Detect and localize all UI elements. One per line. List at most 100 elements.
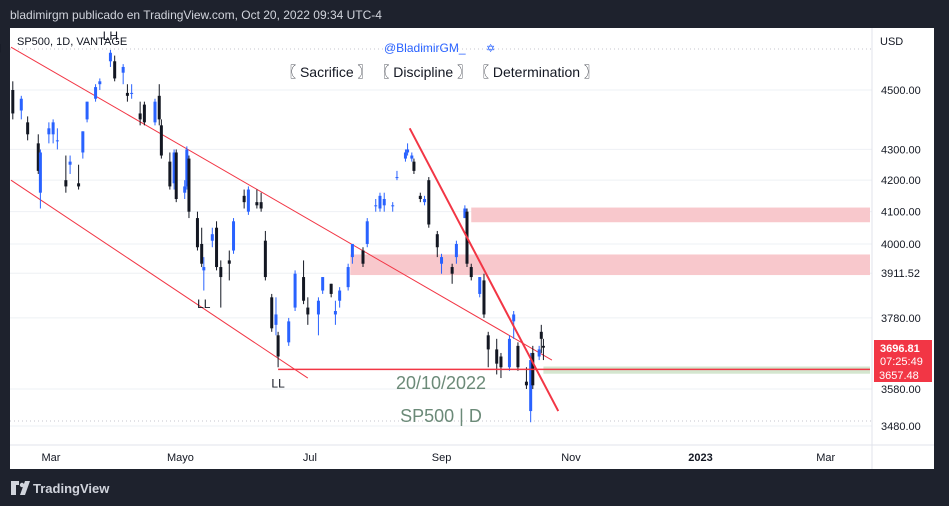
- candle-body: [274, 314, 278, 325]
- candle-body: [499, 356, 503, 368]
- candle-body: [423, 198, 427, 203]
- tradingview-logo-icon[interactable]: [11, 481, 30, 495]
- candle-body: [68, 161, 72, 165]
- time-tick-label: Nov: [561, 452, 581, 464]
- tradingview-brand[interactable]: TradingView: [33, 481, 110, 496]
- time-axis[interactable]: Mar Mayo Jul Sep Nov 2023 Mar: [42, 452, 836, 464]
- price-axis[interactable]: 4500.00 4300.00 4200.00 4100.00 4000.00 3911.…: [881, 85, 921, 433]
- candle-body: [246, 189, 250, 212]
- price-tick-label: 3780.00: [881, 313, 921, 325]
- candle-body: [159, 125, 163, 156]
- price-tick-label: 3480.00: [881, 421, 921, 433]
- candle-body: [215, 227, 219, 268]
- candle-body: [403, 152, 407, 159]
- candle-body: [55, 140, 59, 142]
- candle-body: [202, 267, 206, 271]
- publish-info: bladimirgm publicado en TradingView.com,…: [10, 8, 382, 22]
- candle-body: [512, 314, 516, 322]
- candle-body: [121, 66, 125, 73]
- candle-body: [427, 180, 431, 225]
- channel-lower-line: [10, 179, 309, 379]
- price-tick-label: 3911.52: [881, 268, 920, 280]
- candle-body: [270, 297, 274, 329]
- bar-countdown: 07:25:49: [880, 356, 923, 368]
- candle-body: [378, 195, 382, 209]
- candle-body: [316, 300, 320, 315]
- candle-body: [507, 338, 511, 368]
- candle-body: [227, 260, 231, 264]
- candle-body: [142, 104, 146, 123]
- candle-body: [450, 267, 454, 274]
- candle-body: [11, 90, 15, 114]
- candle-body: [406, 149, 410, 153]
- candle-body: [255, 202, 259, 206]
- publish-header: bladimirgm publicado en TradingView.com,…: [0, 0, 949, 28]
- candle-body: [26, 122, 30, 135]
- candle-body: [200, 243, 204, 264]
- price-tick-label: 4500.00: [881, 85, 921, 97]
- candle-body: [524, 381, 528, 386]
- candle-body: [276, 335, 280, 357]
- symbol-watermark: SP500 | D: [400, 406, 482, 426]
- candle-body: [306, 307, 310, 315]
- candle-body: [174, 152, 178, 199]
- candle-body: [329, 283, 333, 294]
- candle-body: [346, 267, 350, 288]
- candle-body: [365, 221, 369, 244]
- candle-body: [391, 205, 395, 207]
- candle-body: [516, 345, 520, 368]
- time-tick-label: Sep: [432, 452, 452, 464]
- hidden-price-badge: [874, 369, 932, 382]
- author-tag: @BladimirGM_: [384, 41, 466, 55]
- candle-body: [529, 360, 533, 412]
- time-tick-label: Mar: [42, 452, 61, 464]
- currency-label: USD: [880, 36, 903, 48]
- swing-label: LH: [0, 42, 1, 56]
- candle-body: [440, 257, 444, 264]
- candle-body: [64, 180, 68, 187]
- candle-body: [495, 349, 499, 364]
- candle-body: [219, 267, 223, 278]
- candle-body: [537, 349, 541, 357]
- candle-body: [153, 101, 157, 123]
- candle-body: [418, 195, 422, 199]
- candle-body: [38, 152, 42, 193]
- price-tick-label: 3580.00: [881, 384, 921, 396]
- candle-body: [232, 221, 236, 251]
- trend-channel: [10, 46, 553, 379]
- candle-body: [94, 87, 98, 99]
- candle-body: [138, 113, 142, 120]
- candle-body: [361, 250, 365, 264]
- candle-body: [187, 158, 191, 212]
- candle-body: [486, 335, 490, 350]
- candle-body: [539, 331, 543, 339]
- candle-body: [81, 131, 85, 153]
- price-tick-label: 4000.00: [881, 239, 921, 251]
- candle-body: [168, 161, 172, 187]
- candle-body: [374, 205, 378, 207]
- candle-body: [263, 240, 267, 278]
- candle-body: [410, 155, 414, 159]
- candle-body: [338, 290, 342, 301]
- candle-body: [172, 152, 176, 184]
- candle-body: [412, 161, 416, 171]
- candle-body: [36, 143, 40, 171]
- trendline-drawings: [278, 127, 870, 412]
- candle-body: [395, 177, 399, 179]
- candle-body: [350, 243, 354, 258]
- author-star-icon: ✡: [486, 43, 495, 55]
- time-tick-label: 2023: [688, 452, 712, 464]
- last-price-badge: [874, 340, 932, 370]
- candle-body: [195, 218, 199, 248]
- candle-body: [382, 198, 386, 206]
- candle-body: [469, 267, 473, 278]
- resistance-zone: [471, 207, 870, 223]
- candle-body: [183, 186, 187, 193]
- candle-body: [19, 98, 23, 111]
- motto-text: 〖 Sacrifice 〗 〖 Discipline 〗 〖 Determina…: [282, 64, 598, 80]
- candle-body: [293, 273, 297, 308]
- candle-body: [482, 280, 486, 315]
- candle-body: [108, 52, 112, 62]
- hidden-price-text: 3657.48: [879, 370, 919, 382]
